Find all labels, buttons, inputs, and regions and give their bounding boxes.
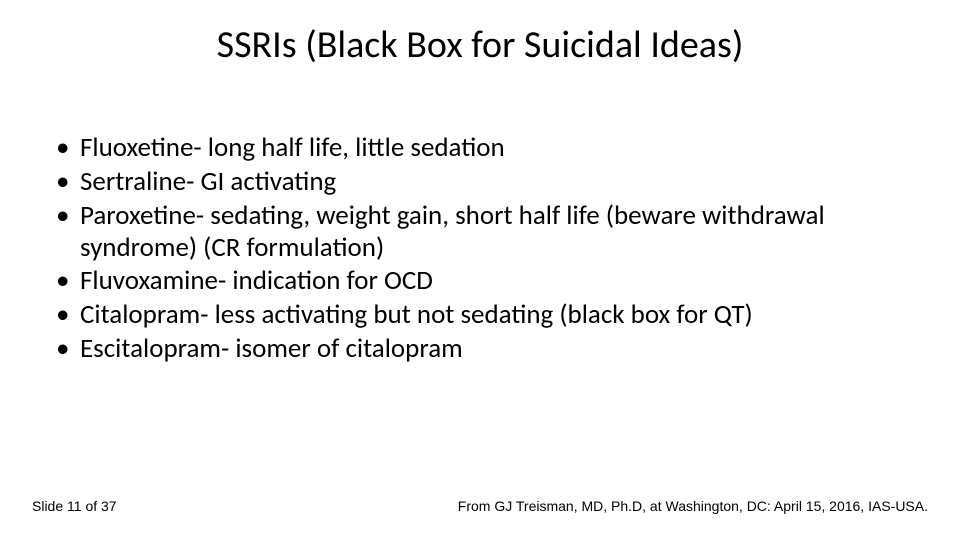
list-item: Escitalopram- isomer of citalopram — [50, 333, 930, 365]
slide-content: Fluoxetine- long half life, little sedat… — [50, 132, 930, 367]
list-item: Paroxetine- sedating, weight gain, short… — [50, 200, 930, 264]
attribution: From GJ Treisman, MD, Ph.D, at Washingto… — [458, 498, 928, 514]
list-item: Sertraline- GI activating — [50, 166, 930, 198]
list-item: Citalopram- less activating but not seda… — [50, 299, 930, 331]
slide-number: Slide 11 of 37 — [32, 498, 117, 514]
bullet-list: Fluoxetine- long half life, little sedat… — [50, 132, 930, 365]
list-item: Fluoxetine- long half life, little sedat… — [50, 132, 930, 164]
slide-title: SSRIs (Black Box for Suicidal Ideas) — [0, 22, 960, 68]
list-item: Fluvoxamine- indication for OCD — [50, 265, 930, 297]
slide: SSRIs (Black Box for Suicidal Ideas) Flu… — [0, 0, 960, 540]
